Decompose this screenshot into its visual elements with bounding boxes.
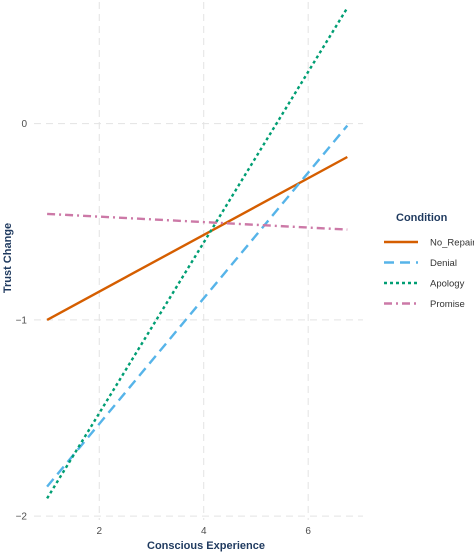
series-line-no-repair bbox=[46, 155, 348, 321]
legend: Condition No_Repair Denial Apology Promise bbox=[384, 212, 474, 310]
x-axis: 2 4 6 bbox=[96, 526, 311, 537]
y-tick-label: −1 bbox=[16, 315, 28, 326]
grid bbox=[34, 2, 363, 520]
legend-label: Apology bbox=[430, 279, 465, 290]
x-tick-label: 2 bbox=[96, 526, 102, 537]
series-lines bbox=[46, 7, 349, 500]
y-tick-label: 0 bbox=[21, 119, 27, 130]
legend-label: Promise bbox=[430, 299, 465, 310]
series-line-apology bbox=[46, 7, 349, 500]
legend-label: No_Repair bbox=[430, 238, 474, 249]
x-axis-title: Conscious Experience bbox=[147, 540, 265, 552]
y-tick-label: −2 bbox=[16, 512, 28, 523]
y-axis: −2 −1 0 bbox=[16, 119, 28, 522]
x-tick-label: 4 bbox=[201, 526, 207, 537]
y-axis-title: Trust Change bbox=[2, 223, 14, 293]
series-line-denial bbox=[46, 124, 349, 488]
x-tick-label: 6 bbox=[305, 526, 311, 537]
legend-label: Denial bbox=[430, 258, 457, 269]
series-line-promise bbox=[47, 212, 348, 231]
legend-title: Condition bbox=[396, 212, 448, 224]
